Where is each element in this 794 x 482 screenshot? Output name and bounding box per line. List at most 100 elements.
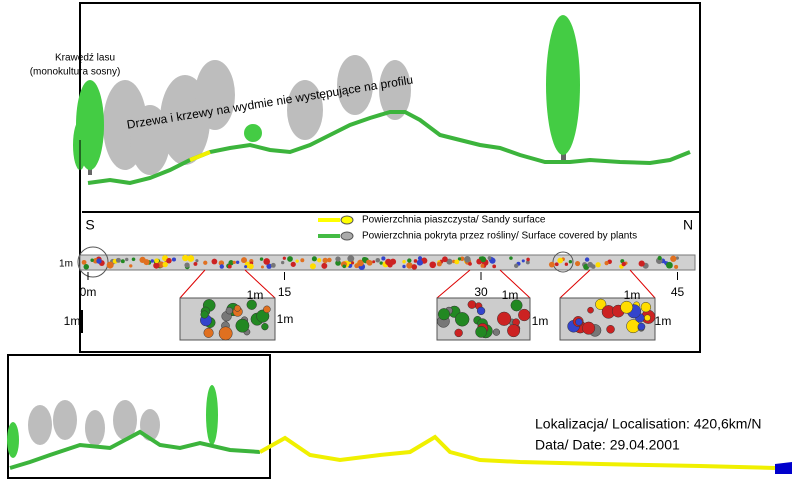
plant (171, 257, 177, 262)
plants (81, 254, 679, 270)
plant (295, 259, 299, 263)
plant (402, 260, 406, 264)
plant (417, 256, 423, 261)
plant (287, 256, 293, 262)
plant (263, 305, 271, 314)
plant (372, 260, 376, 264)
plant (554, 262, 559, 267)
plant (300, 258, 305, 263)
inset-height: 1m (277, 312, 294, 326)
plant (548, 261, 555, 268)
plant (587, 306, 594, 314)
plant (259, 257, 264, 261)
plant (518, 308, 531, 322)
plant (281, 260, 285, 265)
plant (129, 264, 133, 268)
plant (131, 257, 136, 262)
plant (509, 256, 513, 260)
plant (83, 264, 90, 270)
plant (674, 264, 679, 269)
plant (640, 301, 652, 313)
plant (261, 323, 269, 331)
plant (182, 254, 189, 262)
plant (411, 264, 418, 270)
plant (595, 262, 601, 268)
plant (241, 257, 248, 264)
plant (584, 257, 590, 262)
plant (526, 257, 530, 262)
scale-label: 1m (64, 314, 81, 328)
plant (413, 259, 418, 263)
plant (227, 264, 232, 269)
plant (248, 263, 254, 270)
plant (437, 308, 451, 321)
legend-label: Powierzchnia pokryta przez rośliny/ Surf… (362, 231, 637, 242)
plant (366, 259, 373, 266)
plant (590, 264, 596, 269)
plant (203, 327, 214, 338)
plant (232, 260, 236, 264)
plant (381, 256, 386, 261)
plant (211, 258, 218, 265)
plant (218, 260, 225, 266)
plant (357, 259, 364, 267)
plant (342, 264, 347, 269)
plant (218, 326, 233, 341)
plant (203, 260, 208, 265)
plant (514, 263, 519, 269)
overview-frame (7, 354, 271, 479)
plant (464, 255, 471, 263)
plant (459, 256, 465, 262)
plant (521, 259, 525, 263)
plant (270, 262, 276, 268)
plant (228, 260, 234, 266)
inset-height: 1m (655, 314, 672, 328)
plant (574, 260, 581, 267)
tick-label: 0m (80, 285, 97, 299)
inset-height: 1m (532, 314, 549, 328)
localisation: Lokalizacja/ Localisation: 420,6km/N (535, 416, 761, 432)
plant (429, 261, 437, 269)
plant (322, 257, 328, 264)
plant (436, 261, 442, 267)
plant (595, 298, 607, 310)
plant (139, 256, 146, 264)
plant (497, 311, 512, 326)
plant (154, 258, 160, 264)
plant (620, 300, 633, 314)
plant (311, 256, 317, 262)
plant (266, 263, 272, 269)
date: Data/ Date: 29.04.2001 (535, 437, 680, 453)
plant (193, 261, 198, 266)
plant (81, 259, 87, 265)
plant (564, 262, 569, 266)
plant (621, 261, 626, 267)
plant (184, 262, 190, 268)
plant (575, 318, 583, 326)
plant (454, 259, 460, 265)
inset-plants (200, 298, 656, 341)
plant (446, 258, 453, 265)
plant (120, 259, 125, 264)
plant (234, 304, 241, 312)
sand-segment (189, 150, 211, 162)
plant (195, 259, 199, 263)
plant (246, 299, 257, 310)
plant (317, 258, 322, 263)
plant (375, 257, 381, 263)
plant (487, 256, 492, 260)
plant (290, 261, 296, 267)
plant (235, 318, 250, 333)
plant (454, 312, 470, 327)
plant (475, 325, 488, 338)
plant (162, 261, 168, 268)
plant (244, 265, 248, 269)
plant (335, 256, 341, 262)
north: N (683, 217, 693, 233)
plant (389, 258, 397, 265)
plant (510, 299, 523, 312)
plant (557, 257, 564, 264)
tick-label: 15 (278, 285, 292, 299)
plant (479, 256, 483, 260)
